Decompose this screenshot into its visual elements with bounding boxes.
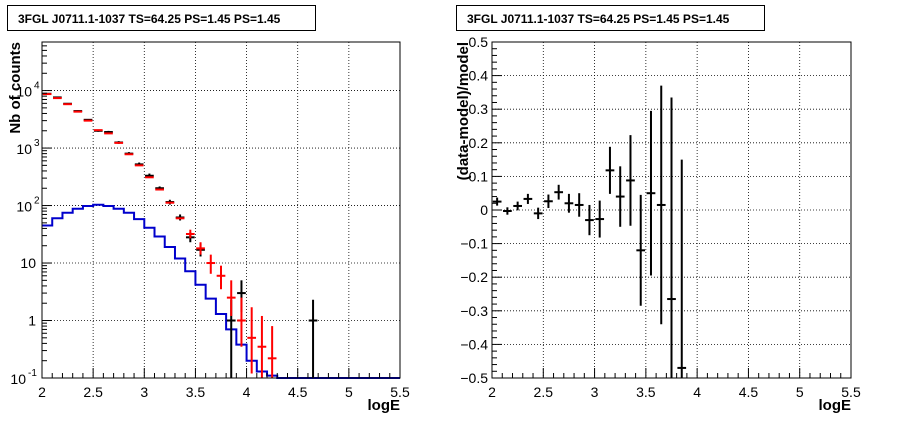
model-point: [267, 326, 277, 378]
left-plot-title: 3FGL J0711.1-1037 TS=64.25 PS=1.45 PS=1.…: [7, 5, 316, 31]
y-tick-label: 1: [28, 313, 36, 329]
residual-point: [615, 166, 625, 227]
residual-point: [605, 146, 615, 194]
x-tick-label: 4.5: [288, 384, 308, 400]
x-tick-label: 2: [488, 384, 496, 400]
y-tick-label: −0.3: [460, 303, 488, 319]
residual-point: [626, 135, 635, 226]
y-tick-exponent: -1: [28, 368, 37, 379]
residual-point: [554, 184, 564, 200]
residual-point: [595, 200, 605, 238]
y-tick-label: 0: [480, 202, 488, 218]
y-axis-title: (data-model)/model: [455, 42, 472, 180]
model-point: [237, 297, 246, 347]
residual-point: [523, 193, 533, 204]
x-tick-label: 2.5: [83, 384, 103, 400]
x-axis-title: logE: [819, 397, 852, 414]
residual-point: [503, 207, 512, 215]
model-histogram: [42, 203, 400, 379]
x-tick-label: 4.5: [739, 384, 759, 400]
y-tick-label: 10: [10, 371, 26, 387]
y-tick-exponent: 3: [34, 138, 40, 149]
residual-point: [544, 194, 553, 208]
x-tick-label: 3: [140, 384, 148, 400]
x-tick-label: 4: [243, 384, 251, 400]
residual-point: [677, 159, 687, 378]
residual-point: [492, 197, 502, 206]
y-tick-label: −0.5: [460, 370, 488, 386]
model-point: [247, 307, 257, 374]
residual-point: [656, 85, 666, 325]
y-tick-label: 10: [16, 84, 32, 100]
residual-point: [646, 110, 656, 276]
model-point: [216, 265, 226, 290]
residual-point: [564, 193, 574, 213]
y-tick-label: 10: [16, 141, 32, 157]
y-tick-label: 0.1: [469, 168, 489, 184]
y-tick-label: 0.3: [469, 101, 489, 117]
plot-frame: [41, 41, 401, 379]
x-tick-label: 3.5: [186, 384, 206, 400]
right-plot-title: 3FGL J0711.1-1037 TS=64.25 PS=1.45 PS=1.…: [456, 5, 765, 31]
y-axis-title: Nb of counts: [7, 42, 24, 134]
residual-point: [585, 204, 594, 236]
data-point: [308, 299, 318, 378]
model-point: [226, 280, 236, 316]
y-tick-label: 0.4: [469, 68, 489, 84]
x-tick-label: 3: [591, 384, 599, 400]
x-tick-label: 2: [38, 384, 46, 400]
residual-point: [533, 207, 543, 220]
y-tick-exponent: 2: [34, 196, 40, 207]
residual-point: [667, 97, 676, 378]
y-tick-label: 0.5: [469, 34, 489, 50]
x-axis-title: logE: [368, 397, 401, 414]
y-tick-label: −0.4: [460, 336, 488, 352]
model-point: [206, 254, 216, 274]
model-point: [196, 242, 205, 255]
residual-point: [513, 201, 523, 211]
y-tick-label: −0.1: [460, 236, 488, 252]
y-tick-exponent: 4: [34, 81, 40, 92]
residual-point: [574, 193, 584, 217]
x-tick-label: 5: [796, 384, 804, 400]
x-tick-label: 3.5: [636, 384, 656, 400]
x-tick-label: 5.5: [390, 384, 410, 400]
model-point: [185, 229, 195, 239]
y-tick-label: 10: [20, 255, 36, 271]
residuals-plot: 2 2.5 3 3.5 4 4.5 5 5.5 −0.5 −0.4 −0.3 −0.2 −0.1 0 0.1…: [455, 34, 861, 414]
y-tick-label: 10: [16, 199, 32, 215]
residual-point: [636, 194, 646, 306]
model-point: [257, 315, 267, 378]
x-tick-label: 5: [345, 384, 353, 400]
y-tick-label: −0.2: [460, 269, 488, 285]
y-tick-label: 0.2: [469, 135, 489, 151]
x-tick-label: 4: [693, 384, 701, 400]
x-tick-label: 5.5: [841, 384, 861, 400]
x-tick-label: 2.5: [534, 384, 554, 400]
